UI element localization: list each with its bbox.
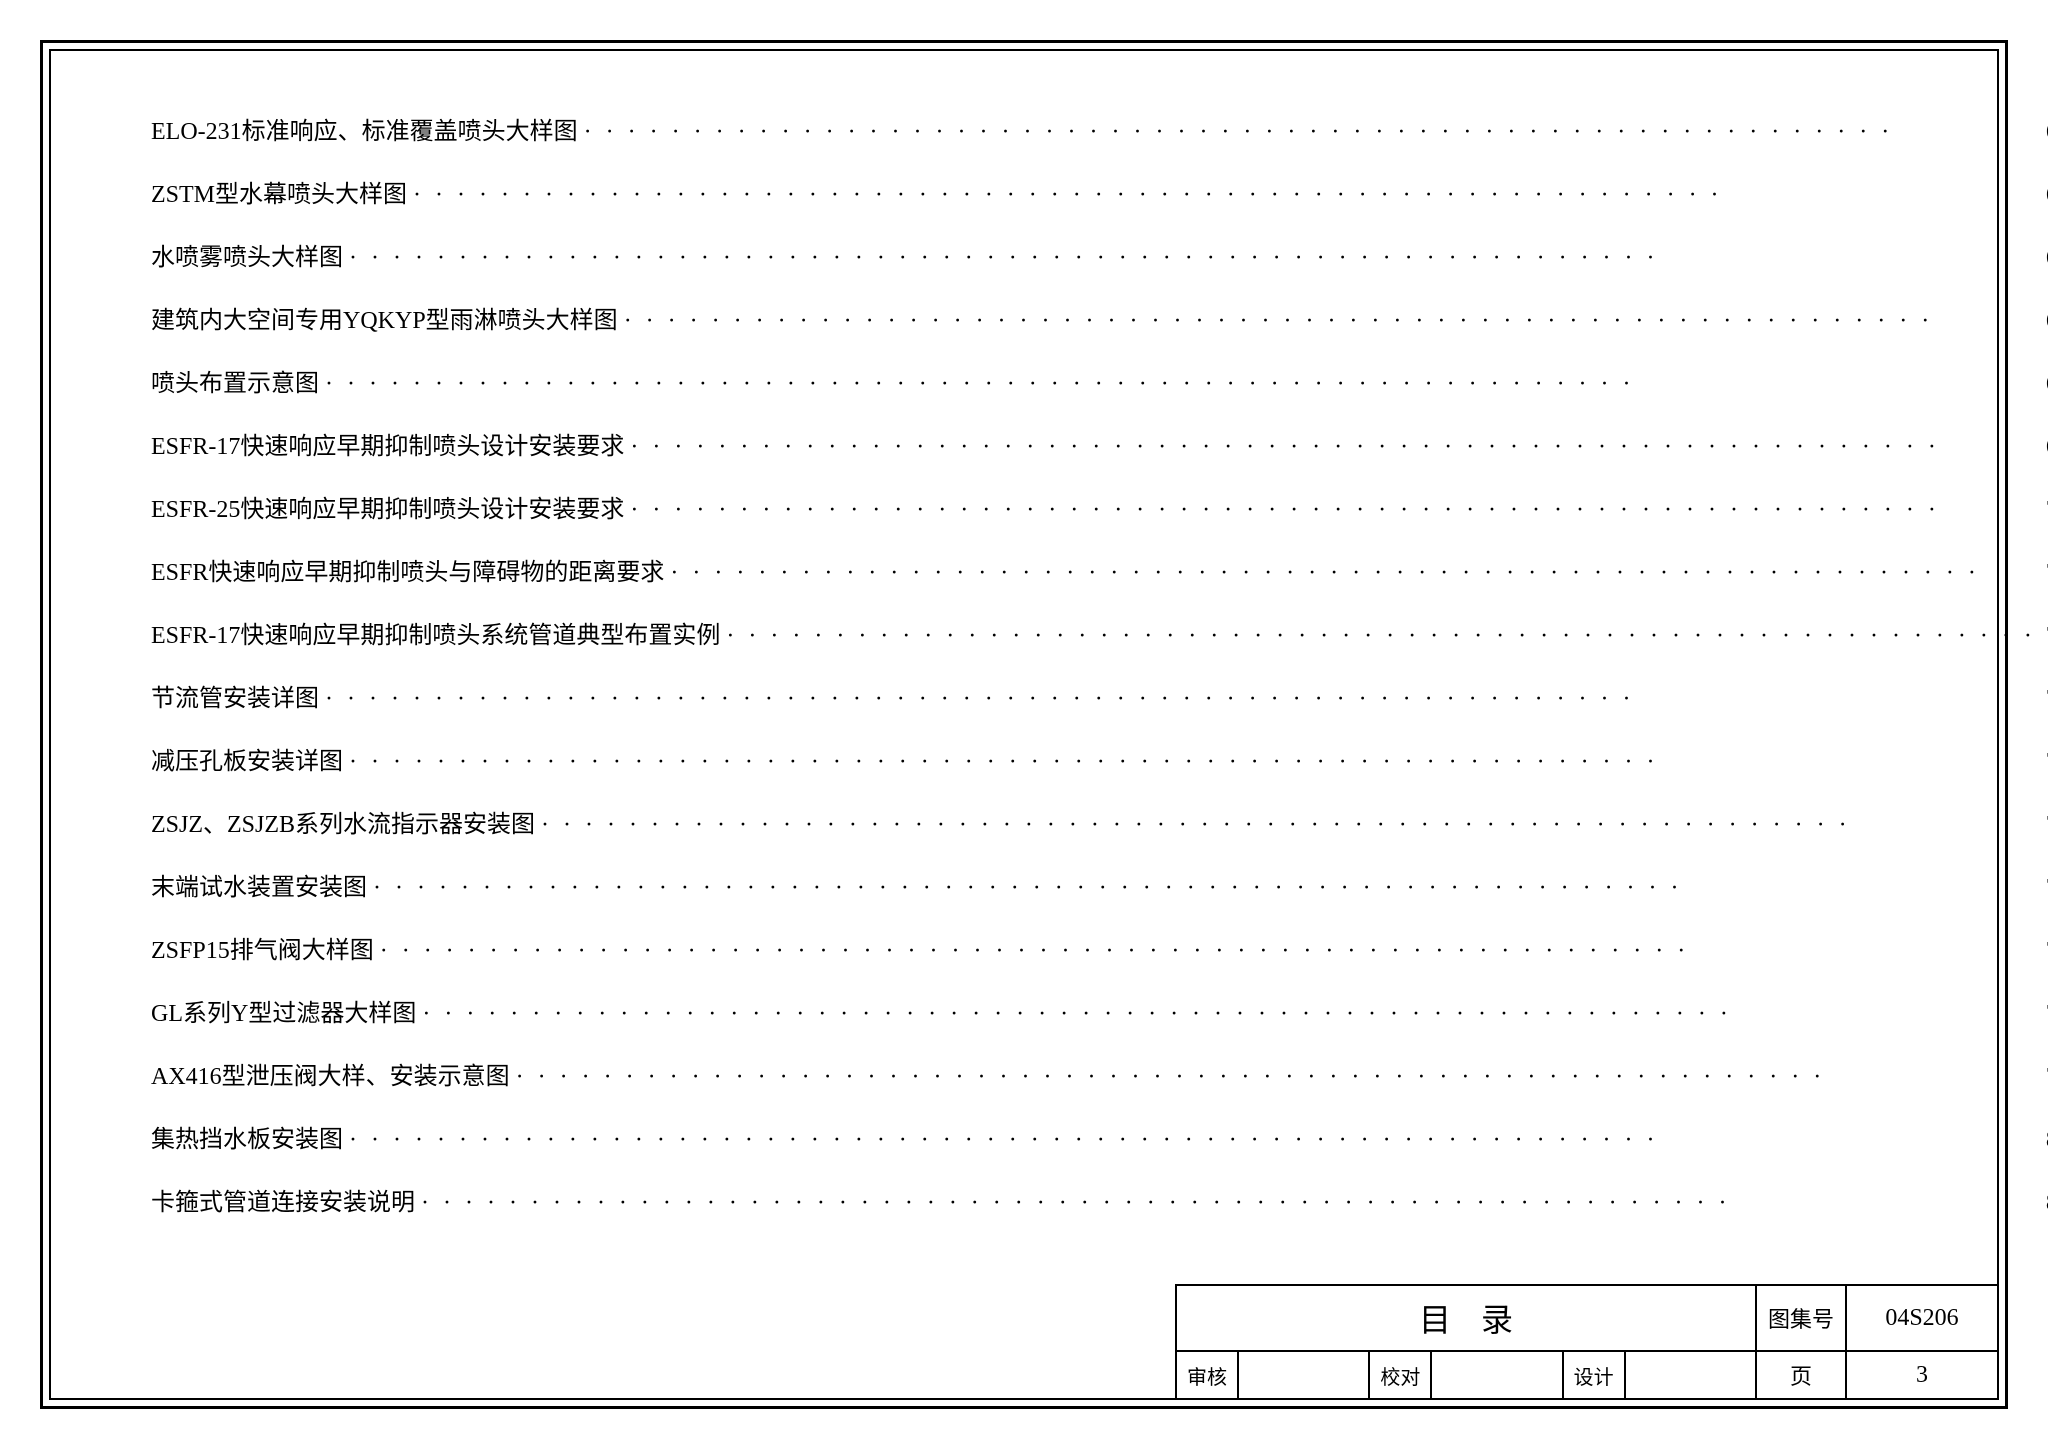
page-value: 3 xyxy=(1847,1352,1997,1398)
toc-page: 81 xyxy=(2042,1190,2048,1217)
toc-page: 64 xyxy=(2042,371,2048,398)
toc-title: ESFR-17快速响应早期抑制喷头系统管道典型布置实例 xyxy=(151,615,720,650)
toc-page: 69 xyxy=(2042,434,2048,461)
doc-title: 目录 xyxy=(1177,1286,1757,1350)
check-signature xyxy=(1432,1352,1563,1398)
toc-dots xyxy=(624,497,2042,524)
toc-title: ESFR-17快速响应早期抑制喷头设计安装要求 xyxy=(151,426,624,461)
toc-page: 70 xyxy=(2042,497,2048,524)
toc-dots xyxy=(407,182,2042,209)
toc-page: 76 xyxy=(2042,875,2048,902)
toc-page: 72 xyxy=(2042,623,2048,650)
toc-dots xyxy=(618,308,2042,335)
outer-frame: ELO-231标准响应、标准覆盖喷头大样图60ZSTM型水幕喷头大样图61水喷雾… xyxy=(40,40,2008,1409)
toc-dots xyxy=(367,875,2042,902)
toc-title: ZSTM型水幕喷头大样图 xyxy=(151,174,407,209)
toc-title: ESFR快速响应早期抑制喷头与障碍物的距离要求 xyxy=(151,552,664,587)
toc-title: ELO-231标准响应、标准覆盖喷头大样图 xyxy=(151,111,578,146)
toc-dots xyxy=(319,686,2042,713)
toc-dots xyxy=(720,623,2042,650)
toc-dots xyxy=(343,1127,2042,1154)
toc-dots xyxy=(416,1001,2042,1028)
toc-row: ESFR快速响应早期抑制喷头与障碍物的距离要求 71 xyxy=(151,552,2048,587)
toc-row: GL系列Y型过滤器大样图 78 xyxy=(151,993,2048,1028)
toc-title: 卡箍式管道连接安装说明 xyxy=(151,1182,415,1217)
toc-title: 节流管安装详图 xyxy=(151,678,319,713)
toc-row: 集热挡水板安装图 80 xyxy=(151,1119,2048,1154)
title-block-top: 目录 图集号 04S206 xyxy=(1177,1286,1997,1350)
toc-title: GL系列Y型过滤器大样图 xyxy=(151,993,416,1028)
toc-dots xyxy=(624,434,2042,461)
toc-left-column: ELO-231标准响应、标准覆盖喷头大样图 60 ZSTM型水幕喷头大样图 61 水喷雾… xyxy=(151,111,2048,1358)
toc-dots xyxy=(319,371,2042,398)
toc-page: 79 xyxy=(2042,1064,2048,1091)
toc-page: 63 xyxy=(2042,308,2048,335)
toc-page: 71 xyxy=(2042,560,2048,587)
toc-page: 61 xyxy=(2042,182,2048,209)
toc-title: ESFR-25快速响应早期抑制喷头设计安装要求 xyxy=(151,489,624,524)
review-signature xyxy=(1239,1352,1370,1398)
toc-page: 62 xyxy=(2042,245,2048,272)
toc-row: ESFR-17快速响应早期抑制喷头系统管道典型布置实例 72 xyxy=(151,615,2048,650)
toc-columns: ELO-231标准响应、标准覆盖喷头大样图60ZSTM型水幕喷头大样图61水喷雾… xyxy=(151,111,1897,1358)
design-signature xyxy=(1626,1352,1757,1398)
page-label: 页 xyxy=(1757,1352,1847,1398)
toc-dots xyxy=(415,1190,2042,1217)
toc-row: ESFR-17快速响应早期抑制喷头设计安装要求 69 xyxy=(151,426,2048,461)
toc-row: ZSJZ、ZSJZB系列水流指示器安装图 75 xyxy=(151,804,2048,839)
toc-page: 80 xyxy=(2042,1127,2048,1154)
toc-title: 减压孔板安装详图 xyxy=(151,741,343,776)
toc-row: ELO-231标准响应、标准覆盖喷头大样图 60 xyxy=(151,111,2048,146)
toc-title: 集热挡水板安装图 xyxy=(151,1119,343,1154)
toc-dots xyxy=(578,119,2042,146)
toc-page: 74 xyxy=(2042,749,2048,776)
inner-frame: ELO-231标准响应、标准覆盖喷头大样图60ZSTM型水幕喷头大样图61水喷雾… xyxy=(49,49,1999,1400)
toc-row: 水喷雾喷头大样图 62 xyxy=(151,237,2048,272)
drawing-no-value: 04S206 xyxy=(1847,1286,1997,1350)
toc-row: AX416型泄压阀大样、安装示意图 79 xyxy=(151,1056,2048,1091)
toc-title: 末端试水装置安装图 xyxy=(151,867,367,902)
drawing-no-label: 图集号 xyxy=(1757,1286,1847,1350)
toc-row: 建筑内大空间专用YQKYP型雨淋喷头大样图 63 xyxy=(151,300,2048,335)
toc-row: ESFR-25快速响应早期抑制喷头设计安装要求 70 xyxy=(151,489,2048,524)
toc-dots xyxy=(343,749,2042,776)
toc-page: 60 xyxy=(2042,119,2048,146)
toc-dots xyxy=(374,938,2042,965)
toc-row: 卡箍式管道连接安装说明 81 xyxy=(151,1182,2048,1217)
toc-title: ZSJZ、ZSJZB系列水流指示器安装图 xyxy=(151,804,535,839)
toc-row: ZSFP15排气阀大样图 77 xyxy=(151,930,2048,965)
toc-row: 末端试水装置安装图 76 xyxy=(151,867,2048,902)
toc-row: 减压孔板安装详图 74 xyxy=(151,741,2048,776)
toc-dots xyxy=(343,245,2042,272)
toc-title: 水喷雾喷头大样图 xyxy=(151,237,343,272)
toc-page: 77 xyxy=(2042,938,2048,965)
toc-title: AX416型泄压阀大样、安装示意图 xyxy=(151,1056,510,1091)
toc-row: ZSTM型水幕喷头大样图 61 xyxy=(151,174,2048,209)
toc-page: 75 xyxy=(2042,812,2048,839)
toc-row: 节流管安装详图 73 xyxy=(151,678,2048,713)
toc-page: 78 xyxy=(2042,1001,2048,1028)
toc-page: 73 xyxy=(2042,686,2048,713)
title-block-bottom: 审核 校对 设计 页 3 xyxy=(1177,1350,1997,1398)
review-label: 审核 xyxy=(1177,1352,1239,1398)
toc-dots xyxy=(535,812,2042,839)
check-label: 校对 xyxy=(1370,1352,1432,1398)
toc-title: 喷头布置示意图 xyxy=(151,363,319,398)
toc-title: 建筑内大空间专用YQKYP型雨淋喷头大样图 xyxy=(151,300,618,335)
title-block: 目录 图集号 04S206 审核 校对 设计 页 3 xyxy=(1175,1284,1999,1400)
toc-row: 喷头布置示意图 64 xyxy=(151,363,2048,398)
toc-dots xyxy=(510,1064,2042,1091)
toc-title: ZSFP15排气阀大样图 xyxy=(151,930,374,965)
toc-dots xyxy=(664,560,2042,587)
design-label: 设计 xyxy=(1564,1352,1626,1398)
